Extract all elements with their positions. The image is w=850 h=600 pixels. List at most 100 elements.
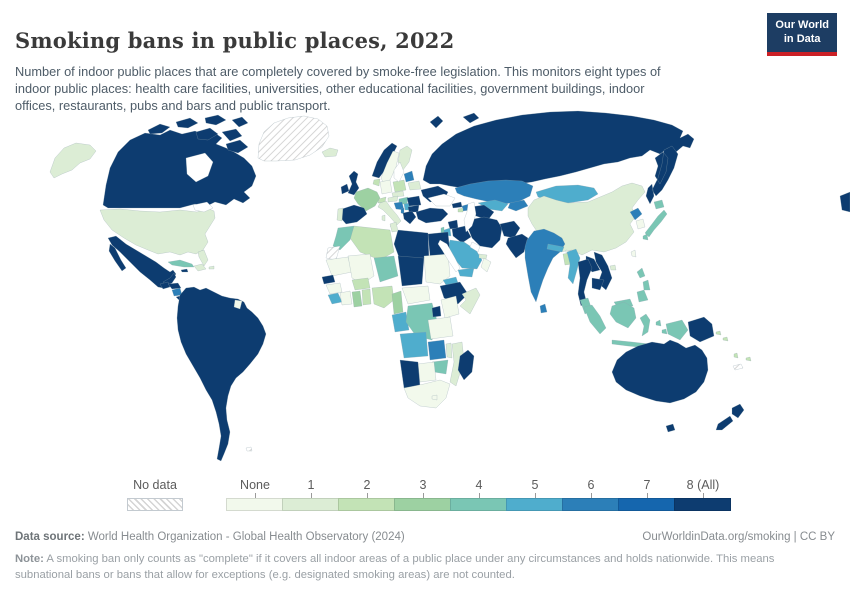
country-libya[interactable] [393, 229, 430, 261]
country-india[interactable] [524, 228, 566, 303]
country-sierra-leone-liberia[interactable] [327, 292, 343, 305]
country-solomon-islands[interactable] [715, 330, 729, 342]
country-pakistan[interactable] [505, 233, 529, 259]
country-gabon-congo[interactable] [391, 311, 410, 333]
country-madagascar[interactable] [457, 349, 475, 381]
country-russia-far-east[interactable] [429, 112, 850, 213]
country-uae[interactable] [478, 253, 488, 260]
country-puerto-rico[interactable] [208, 265, 215, 270]
country-philippines[interactable] [636, 267, 651, 303]
country-togo-benin[interactable] [361, 288, 372, 306]
country-czechia-slovakia[interactable] [391, 190, 405, 198]
country-guinea[interactable] [325, 282, 343, 295]
country-austria[interactable] [387, 195, 399, 203]
region-south-america[interactable] [176, 286, 267, 462]
country-namibia[interactable] [399, 359, 421, 389]
legend-bin-4[interactable]: 4 [450, 478, 507, 511]
country-japan[interactable] [642, 199, 668, 241]
country-suriname[interactable] [233, 299, 243, 310]
country-canada[interactable] [102, 129, 257, 209]
country-germany[interactable] [379, 179, 393, 195]
country-oman[interactable] [480, 257, 492, 273]
country-romania[interactable] [406, 195, 422, 207]
country-usa-florida[interactable] [197, 249, 209, 267]
owid-logo[interactable]: Our World in Data [767, 13, 837, 56]
country-myanmar[interactable] [566, 248, 581, 285]
country-kyrgyzstan-tajikistan[interactable] [507, 199, 529, 212]
country-central-african-republic[interactable] [401, 285, 431, 305]
legend-bin-none[interactable]: None [226, 478, 283, 511]
country-falkland-islands[interactable] [245, 446, 253, 452]
country-thailand[interactable] [577, 258, 593, 307]
country-algeria[interactable] [349, 225, 395, 261]
legend-bin-3[interactable]: 3 [394, 478, 451, 511]
country-cambodia[interactable] [591, 277, 605, 291]
country-vietnam[interactable] [593, 251, 613, 291]
country-iran[interactable] [467, 216, 503, 249]
country-chad[interactable] [397, 255, 425, 287]
legend-bin-7[interactable]: 7 [618, 478, 675, 511]
country-uk[interactable] [347, 170, 360, 196]
country-niger[interactable] [373, 255, 399, 283]
country-vanuatu[interactable] [733, 352, 739, 359]
country-sri-lanka[interactable] [539, 303, 548, 314]
country-norway[interactable] [371, 142, 398, 179]
country-ivory-coast[interactable] [339, 290, 353, 306]
country-tanzania[interactable] [427, 316, 454, 340]
country-poland[interactable] [392, 179, 407, 193]
country-mauritania[interactable] [325, 256, 353, 277]
country-cameroon[interactable] [391, 290, 404, 315]
country-ireland[interactable] [340, 183, 350, 195]
country-belarus[interactable] [407, 180, 422, 191]
country-canada-arctic[interactable] [147, 114, 249, 154]
country-greenland[interactable] [257, 115, 330, 162]
country-hispaniola[interactable] [193, 263, 207, 272]
country-lesotho[interactable] [431, 394, 438, 401]
country-honduras[interactable] [167, 282, 182, 290]
country-new-zealand[interactable] [715, 403, 745, 431]
country-papua-new-guinea[interactable] [687, 316, 715, 343]
country-mozambique[interactable] [449, 341, 465, 387]
country-burkina-faso[interactable] [351, 277, 371, 291]
country-uganda[interactable] [431, 305, 442, 318]
country-south-korea[interactable] [635, 218, 646, 230]
country-spain[interactable] [339, 204, 368, 225]
owid-link[interactable]: OurWorldinData.org/smoking | CC BY [642, 531, 835, 543]
country-syria[interactable] [447, 219, 459, 230]
legend-bin-6[interactable]: 6 [562, 478, 619, 511]
country-somalia[interactable] [459, 287, 481, 315]
country-north-korea[interactable] [629, 207, 643, 221]
country-botswana[interactable] [417, 361, 437, 383]
country-ghana[interactable] [351, 290, 363, 308]
country-angola[interactable] [399, 331, 429, 359]
country-morocco[interactable] [332, 225, 355, 251]
country-russia[interactable] [422, 110, 695, 190]
country-netherlands-belgium[interactable] [372, 178, 381, 187]
country-portugal[interactable] [336, 207, 344, 222]
legend-bin-2[interactable]: 2 [338, 478, 395, 511]
country-fiji[interactable] [745, 356, 752, 362]
country-australia[interactable] [611, 339, 709, 433]
country-kenya[interactable] [440, 295, 460, 319]
legend-bin-8[interactable]: 8 (All) [674, 478, 731, 511]
country-tunisia[interactable] [389, 221, 399, 233]
country-turkey[interactable] [415, 207, 449, 224]
country-mexico-baja[interactable] [108, 243, 127, 272]
legend-bin-1[interactable]: 1 [282, 478, 339, 511]
country-zambia[interactable] [427, 339, 447, 361]
country-new-caledonia[interactable] [732, 363, 744, 371]
country-usa-alaska[interactable] [49, 142, 97, 179]
country-jamaica[interactable] [180, 268, 189, 273]
country-finland[interactable] [397, 145, 413, 171]
country-cuba[interactable] [167, 259, 195, 268]
country-guatemala[interactable] [159, 281, 171, 290]
country-georgia[interactable] [451, 201, 463, 209]
legend-bin-5[interactable]: 5 [506, 478, 563, 511]
country-taiwan[interactable] [630, 249, 637, 258]
country-western-sahara[interactable] [325, 245, 341, 261]
country-kazakhstan[interactable] [454, 179, 534, 205]
country-malawi[interactable] [445, 342, 453, 359]
country-south-africa[interactable] [403, 379, 451, 409]
country-nigeria[interactable] [371, 285, 395, 309]
